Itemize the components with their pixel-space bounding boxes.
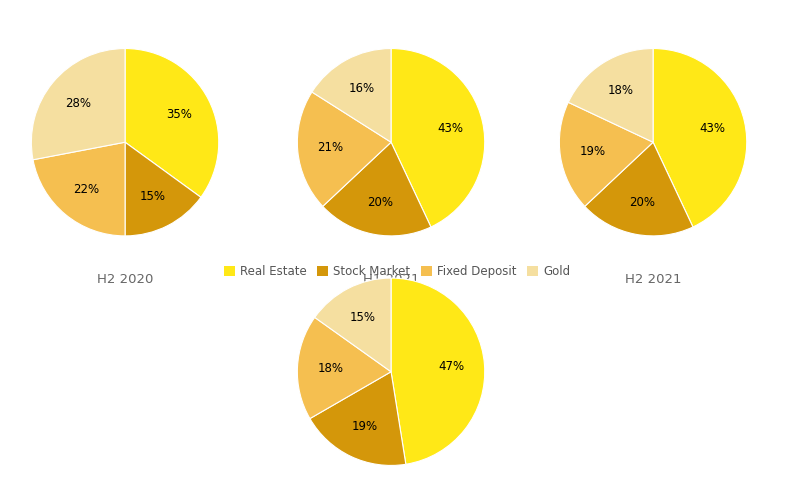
Text: 22%: 22% xyxy=(73,183,99,196)
Text: 47%: 47% xyxy=(439,360,464,373)
Text: 35%: 35% xyxy=(167,108,192,121)
Text: 43%: 43% xyxy=(437,122,464,135)
Text: 19%: 19% xyxy=(352,420,378,433)
Wedge shape xyxy=(322,142,431,236)
Wedge shape xyxy=(653,48,746,227)
Text: 19%: 19% xyxy=(580,145,606,158)
Text: 21%: 21% xyxy=(318,141,344,155)
Wedge shape xyxy=(391,48,484,227)
Wedge shape xyxy=(298,92,391,207)
Wedge shape xyxy=(125,142,201,236)
Text: 20%: 20% xyxy=(367,196,393,209)
Text: 18%: 18% xyxy=(607,84,634,97)
Wedge shape xyxy=(32,48,125,160)
Wedge shape xyxy=(125,48,218,197)
Text: 15%: 15% xyxy=(140,190,166,203)
Wedge shape xyxy=(310,372,406,466)
Wedge shape xyxy=(298,317,391,419)
Text: H1 2021: H1 2021 xyxy=(363,273,419,286)
Text: 28%: 28% xyxy=(65,97,91,110)
Wedge shape xyxy=(314,278,391,372)
Text: 16%: 16% xyxy=(349,82,375,95)
Wedge shape xyxy=(569,48,653,142)
Text: 18%: 18% xyxy=(318,362,343,375)
Text: H2 2021: H2 2021 xyxy=(625,273,681,286)
Legend: Real Estate, Stock Market, Fixed Deposit, Gold: Real Estate, Stock Market, Fixed Deposit… xyxy=(219,261,575,283)
Wedge shape xyxy=(560,102,653,207)
Wedge shape xyxy=(584,142,693,236)
Text: 43%: 43% xyxy=(700,122,726,135)
Wedge shape xyxy=(312,48,391,142)
Wedge shape xyxy=(391,278,484,464)
Wedge shape xyxy=(33,142,125,236)
Text: 20%: 20% xyxy=(629,196,655,209)
Text: H2 2020: H2 2020 xyxy=(97,273,153,286)
Text: 15%: 15% xyxy=(350,311,376,324)
